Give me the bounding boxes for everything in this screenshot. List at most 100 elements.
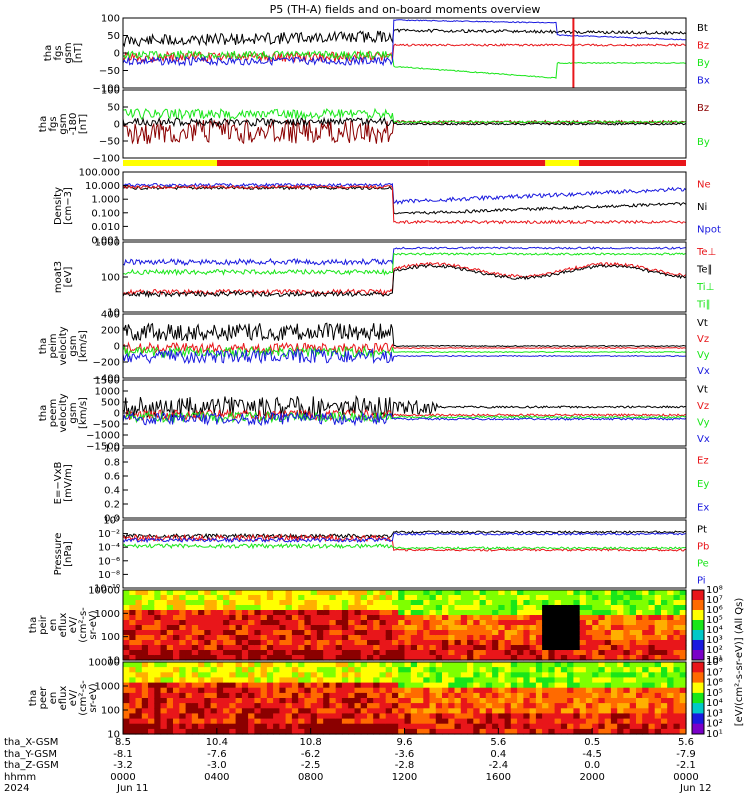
spectrogram-cell bbox=[573, 713, 581, 720]
spectrogram-cell bbox=[473, 645, 481, 651]
spectrogram-cell bbox=[548, 645, 556, 651]
spectrogram-cell bbox=[185, 595, 193, 601]
spectrogram-cell bbox=[560, 698, 568, 704]
spectrogram-cell bbox=[379, 682, 387, 689]
spectrogram-cell bbox=[129, 677, 137, 684]
spectrogram-cell bbox=[504, 650, 512, 656]
spectrogram-cell bbox=[648, 620, 656, 626]
spectrogram-cell bbox=[210, 713, 218, 720]
spectrogram-cell bbox=[498, 698, 506, 704]
spectrogram-cell bbox=[173, 645, 180, 651]
spectrogram-cell bbox=[260, 662, 268, 668]
spectrogram-cell bbox=[160, 615, 168, 621]
spectrogram-cell bbox=[279, 620, 287, 626]
spectrogram-cell bbox=[454, 630, 462, 636]
spectrogram-cell bbox=[323, 625, 331, 631]
spectrogram-cell bbox=[141, 600, 149, 606]
spectrogram-cell bbox=[385, 662, 393, 668]
spectrogram-cell bbox=[385, 713, 393, 720]
spectrogram-cell bbox=[173, 708, 180, 714]
spectrogram-cell bbox=[448, 682, 456, 689]
spectrogram-cell bbox=[204, 667, 212, 673]
spectrogram-cell bbox=[554, 655, 562, 661]
spectrogram-cell bbox=[367, 610, 374, 616]
spectrogram-cell bbox=[385, 667, 393, 673]
spectrogram-cell bbox=[529, 620, 537, 626]
spectrogram-cell bbox=[354, 687, 362, 694]
y-tick-label: 10⁻² bbox=[98, 529, 120, 540]
spectrogram-cell bbox=[373, 610, 381, 616]
spectrogram-cell bbox=[554, 667, 562, 673]
spectrogram-cell bbox=[273, 600, 280, 606]
spectrogram-cell bbox=[367, 672, 374, 678]
spectrogram-cell bbox=[598, 692, 606, 699]
spectrogram-cell bbox=[123, 677, 130, 684]
spectrogram-cell bbox=[423, 692, 431, 699]
spectrogram-cell bbox=[316, 728, 324, 735]
spectrogram-cell bbox=[229, 650, 237, 656]
spectrogram-cell bbox=[323, 708, 331, 714]
spectrogram-cell bbox=[467, 590, 474, 596]
spectrogram-cell bbox=[392, 595, 399, 601]
spectrogram-cell bbox=[673, 610, 681, 616]
spectrogram-cell bbox=[473, 650, 481, 656]
spectrogram-cell bbox=[354, 708, 362, 714]
spectrogram-cell bbox=[279, 698, 287, 704]
spectrogram-cell bbox=[260, 677, 268, 684]
spectrogram-cell bbox=[185, 672, 193, 678]
series-line bbox=[122, 49, 686, 79]
spectrogram-cell bbox=[254, 667, 262, 673]
spectrogram-cell bbox=[629, 590, 637, 596]
spectrogram-cell bbox=[154, 698, 162, 704]
spectrogram-cell bbox=[417, 698, 424, 704]
spectrogram-cell bbox=[229, 595, 237, 601]
series-line bbox=[122, 43, 687, 64]
spectrogram-cell bbox=[223, 718, 230, 725]
spectrogram-cell bbox=[354, 590, 362, 596]
spectrogram-cell bbox=[335, 630, 343, 636]
spectrogram-cell bbox=[661, 625, 668, 631]
spectrogram-cell bbox=[510, 620, 518, 626]
spectrogram-cell bbox=[135, 692, 143, 699]
spectrogram-cell bbox=[498, 630, 506, 636]
spectrogram-cell bbox=[410, 610, 418, 616]
spectrogram-cell bbox=[673, 667, 681, 673]
spectrogram-cell bbox=[417, 630, 424, 636]
spectrogram-cell bbox=[442, 635, 449, 641]
spectrogram-cell bbox=[341, 645, 349, 651]
spectrogram-cell bbox=[198, 708, 205, 714]
spectrogram-cell bbox=[248, 635, 255, 641]
spectrogram-cell bbox=[448, 595, 456, 601]
spectrogram-cell bbox=[185, 692, 193, 699]
spectrogram-cell bbox=[123, 703, 130, 709]
spectrogram-cell bbox=[510, 718, 518, 725]
spectrogram-cell bbox=[404, 625, 412, 631]
spectrogram-cell bbox=[354, 635, 362, 641]
spectrogram-cell bbox=[341, 728, 349, 735]
spectrogram-cell bbox=[154, 595, 162, 601]
spectrogram-cell bbox=[629, 723, 637, 730]
y-tick-label: 400 bbox=[101, 310, 120, 321]
spectrogram-cell bbox=[410, 672, 418, 678]
spectrogram-cell bbox=[379, 610, 387, 616]
spectrogram-cell bbox=[210, 650, 218, 656]
spectrogram-cell bbox=[585, 620, 593, 626]
spectrogram-cell bbox=[216, 723, 224, 730]
spectrogram-cell bbox=[285, 605, 293, 611]
spectrogram-cell bbox=[492, 655, 499, 661]
spectrogram-cell bbox=[661, 677, 668, 684]
spectrogram-cell bbox=[604, 677, 612, 684]
spectrogram-cell bbox=[154, 708, 162, 714]
spectrogram-cell bbox=[354, 692, 362, 699]
spectrogram-cell bbox=[329, 590, 337, 596]
spectrogram-cell bbox=[585, 662, 593, 668]
spectrogram-cell bbox=[285, 672, 293, 678]
colorbar-swatch bbox=[692, 610, 704, 621]
spectrogram-cell bbox=[567, 692, 574, 699]
spectrogram-cell bbox=[423, 635, 431, 641]
panel-frame bbox=[122, 17, 687, 89]
spectrogram-cell bbox=[160, 687, 168, 694]
spectrogram-cell bbox=[498, 625, 506, 631]
spectrogram-cell bbox=[485, 708, 493, 714]
spectrogram-cell bbox=[598, 625, 606, 631]
